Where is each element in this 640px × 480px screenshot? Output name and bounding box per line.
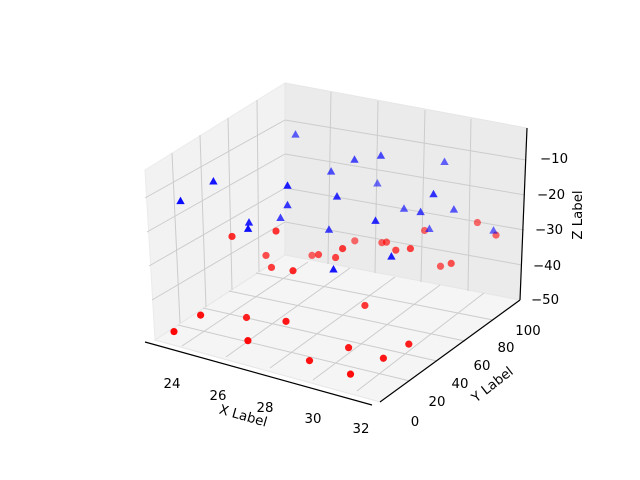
- red-circle-point: [378, 239, 386, 247]
- red-circle-point: [272, 227, 280, 235]
- red-circle-point: [436, 262, 445, 270]
- z-tick: −20: [537, 188, 565, 203]
- z-tick: −30: [535, 223, 563, 238]
- blue-triangle-point: [244, 218, 254, 226]
- blue-triangle-point: [326, 167, 336, 175]
- blue-triangle-point: [440, 157, 449, 165]
- blue-triangle-point: [283, 200, 292, 209]
- red-circle-point: [289, 267, 297, 275]
- blue-triangle-point: [387, 252, 396, 260]
- blue-triangle-point: [291, 130, 300, 138]
- blue-triangle-point: [332, 192, 342, 200]
- blue-triangle-point: [489, 226, 498, 234]
- blue-triangle-point: [350, 155, 359, 163]
- blue-triangle-point: [329, 264, 338, 273]
- y-tick: 60: [474, 359, 491, 374]
- blue-triangle-point: [371, 216, 380, 224]
- red-circle-point: [473, 218, 481, 227]
- x-tick: 28: [257, 401, 274, 416]
- red-circle-point: [170, 327, 178, 336]
- y-tick: 40: [452, 377, 469, 392]
- blue-triangle-point: [399, 204, 409, 212]
- blue-triangle-point: [209, 176, 218, 185]
- z-axis-label: Z Label: [571, 190, 586, 239]
- red-circle-point: [305, 357, 314, 365]
- data-points: [170, 130, 500, 378]
- red-circle-point: [228, 232, 236, 241]
- blue-triangle-point: [373, 179, 382, 187]
- red-circle-point: [314, 251, 323, 259]
- y-tick: 0: [411, 415, 419, 430]
- red-circle-point: [244, 337, 252, 345]
- z-tick: −10: [540, 152, 568, 167]
- blue-triangle-point: [176, 196, 185, 205]
- red-circle-point: [405, 340, 413, 348]
- red-circle-point: [379, 354, 387, 362]
- x-tick: 26: [210, 389, 227, 404]
- red-circle-point: [197, 311, 205, 319]
- z-tick: −50: [531, 293, 559, 308]
- y-tick: 100: [515, 324, 540, 339]
- red-circle-point: [262, 251, 270, 260]
- x-tick: 24: [164, 377, 181, 392]
- y-tick: 20: [429, 395, 446, 410]
- blue-triangle-point: [376, 151, 386, 159]
- red-circle-point: [332, 253, 340, 262]
- red-circle-point: [351, 237, 359, 245]
- red-circle-point: [361, 301, 369, 310]
- x-tick: 32: [353, 422, 370, 437]
- z-tick: −40: [533, 259, 561, 274]
- y-tick: 80: [498, 341, 515, 356]
- blue-triangle-point: [283, 181, 292, 189]
- red-circle-point: [308, 251, 316, 260]
- red-circle-point: [267, 263, 276, 272]
- blue-triangle-point: [416, 207, 425, 216]
- x-tick: 30: [305, 412, 322, 427]
- blue-triangle-point: [449, 205, 459, 213]
- blue-triangle-point: [425, 224, 434, 233]
- blue-triangle-point: [429, 189, 438, 198]
- red-circle-point: [447, 259, 455, 268]
- red-circle-point: [339, 245, 347, 253]
- z-axis-ticks: −10 −20 −30 −40 −50 Z Label: [531, 152, 586, 308]
- red-circle-point: [346, 370, 355, 378]
- red-circle-point: [392, 246, 400, 254]
- axis-lines: [144, 127, 528, 406]
- red-circle-point: [282, 317, 290, 325]
- blue-triangle-point: [243, 224, 253, 232]
- red-circle-point: [242, 313, 251, 322]
- blue-triangle-point: [324, 225, 334, 233]
- red-circle-point: [421, 226, 429, 235]
- red-circle-point: [345, 344, 353, 352]
- red-circle-point: [406, 244, 414, 253]
- blue-triangle-point: [276, 213, 285, 221]
